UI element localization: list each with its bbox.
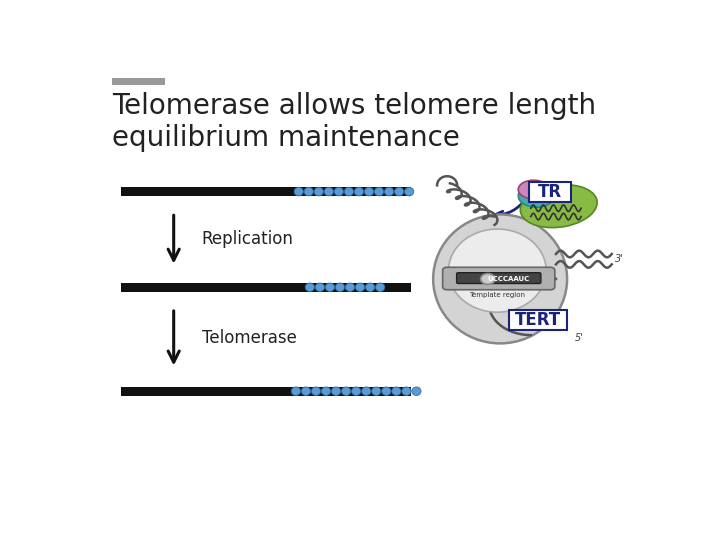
Ellipse shape: [302, 387, 310, 395]
Ellipse shape: [294, 187, 303, 196]
Ellipse shape: [324, 187, 333, 196]
Ellipse shape: [518, 180, 549, 199]
Ellipse shape: [354, 187, 364, 196]
Ellipse shape: [321, 387, 330, 395]
Ellipse shape: [346, 283, 355, 292]
FancyBboxPatch shape: [112, 78, 166, 85]
Ellipse shape: [315, 283, 325, 292]
Ellipse shape: [325, 283, 335, 292]
Ellipse shape: [351, 387, 361, 395]
Ellipse shape: [344, 187, 354, 196]
FancyBboxPatch shape: [121, 187, 411, 196]
Ellipse shape: [304, 187, 313, 196]
Ellipse shape: [433, 214, 567, 343]
Text: TR: TR: [538, 184, 562, 201]
Ellipse shape: [402, 387, 411, 395]
Ellipse shape: [372, 387, 381, 395]
Text: TERT: TERT: [515, 310, 561, 329]
Ellipse shape: [449, 229, 546, 312]
FancyBboxPatch shape: [509, 310, 567, 329]
Text: 3': 3': [615, 254, 624, 264]
Ellipse shape: [412, 387, 421, 395]
Ellipse shape: [384, 187, 394, 196]
Ellipse shape: [292, 387, 300, 395]
Ellipse shape: [392, 387, 401, 395]
Circle shape: [480, 274, 495, 285]
Text: UCCCAAUC: UCCCAAUC: [487, 276, 530, 282]
Ellipse shape: [395, 187, 404, 196]
Ellipse shape: [356, 283, 365, 292]
FancyBboxPatch shape: [443, 267, 555, 290]
Ellipse shape: [314, 187, 323, 196]
Ellipse shape: [376, 283, 384, 292]
Text: Telomerase allows telomere length
equilibrium maintenance: Telomerase allows telomere length equili…: [112, 92, 596, 152]
Ellipse shape: [364, 187, 374, 196]
Ellipse shape: [341, 387, 351, 395]
FancyBboxPatch shape: [121, 282, 411, 292]
Ellipse shape: [382, 387, 391, 395]
Ellipse shape: [305, 283, 315, 292]
Text: Template region: Template region: [469, 292, 526, 298]
FancyBboxPatch shape: [121, 387, 411, 396]
FancyBboxPatch shape: [456, 273, 541, 284]
Text: Telomerase: Telomerase: [202, 329, 297, 347]
Ellipse shape: [311, 387, 320, 395]
Text: Replication: Replication: [202, 231, 294, 248]
Text: 5': 5': [575, 333, 583, 343]
Ellipse shape: [334, 187, 343, 196]
Ellipse shape: [518, 184, 554, 207]
Ellipse shape: [521, 185, 597, 228]
Ellipse shape: [366, 283, 374, 292]
Ellipse shape: [405, 187, 414, 196]
FancyBboxPatch shape: [528, 183, 571, 202]
Ellipse shape: [336, 283, 345, 292]
Ellipse shape: [374, 187, 384, 196]
Ellipse shape: [331, 387, 341, 395]
Ellipse shape: [361, 387, 371, 395]
